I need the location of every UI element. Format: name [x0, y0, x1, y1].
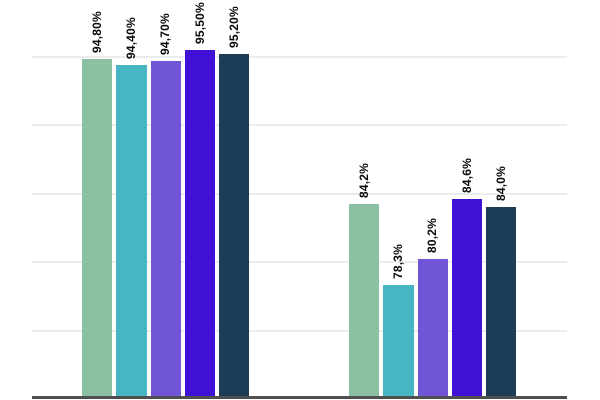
bar-value-label: 94,40% [123, 16, 138, 59]
bar-value-label: 94,80% [89, 11, 104, 54]
bar-value-label: 95,50% [192, 1, 207, 44]
bar-series-5-group1 [219, 53, 250, 396]
bar-value-label: 95,20% [226, 5, 241, 48]
bar-series-4-group1 [184, 49, 216, 396]
bar-value-label: 80,2% [425, 218, 440, 254]
bar-series-3-group2 [417, 259, 448, 396]
bar-value-label: 94,70% [158, 12, 173, 55]
bar-series-1-group2 [349, 204, 380, 396]
x-axis-line [32, 396, 567, 399]
gridline-90 [32, 124, 567, 126]
gridline-80 [32, 261, 567, 263]
bar-series-5-group2 [486, 207, 517, 396]
bar-series-2-group2 [383, 285, 414, 396]
bar-value-label: 84,6% [459, 157, 474, 193]
bar-series-2-group1 [116, 64, 147, 396]
gridline-95 [32, 55, 567, 58]
bar-series-3-group1 [150, 60, 181, 396]
bar-series-1-group1 [82, 59, 113, 396]
bar-value-label: 84,0% [493, 166, 508, 202]
gridline-85 [32, 192, 567, 195]
gridline-75 [32, 329, 567, 332]
bar-series-4-group2 [451, 198, 483, 396]
bar-value-label: 84,2% [356, 163, 371, 199]
bar-value-label: 78,3% [390, 244, 405, 280]
